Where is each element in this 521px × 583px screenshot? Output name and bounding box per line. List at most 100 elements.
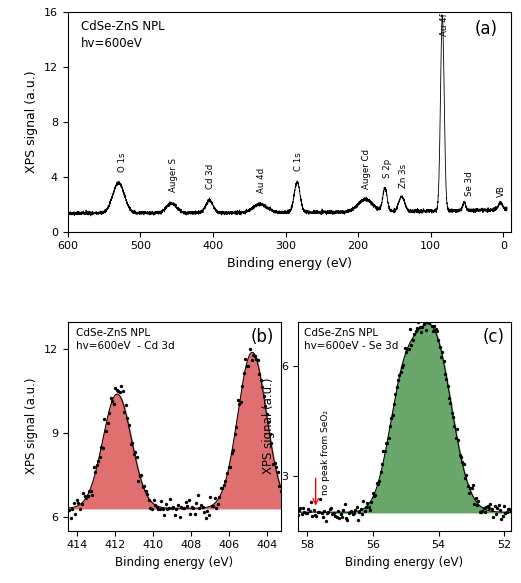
Point <box>171 510 179 519</box>
Point <box>102 426 110 436</box>
Point <box>323 508 331 517</box>
Point <box>266 430 274 439</box>
Point <box>210 494 219 503</box>
Point <box>330 508 338 518</box>
Point <box>99 443 107 452</box>
Point <box>113 385 121 395</box>
Point <box>243 361 251 370</box>
Point <box>367 497 376 507</box>
Point <box>368 489 377 498</box>
Point <box>199 503 207 512</box>
Point <box>184 496 193 505</box>
Point <box>415 322 424 331</box>
Point <box>111 384 119 393</box>
Point <box>379 446 388 455</box>
Point <box>203 507 212 516</box>
Point <box>346 507 354 517</box>
Point <box>421 311 429 320</box>
X-axis label: Binding energy (eV): Binding energy (eV) <box>227 257 352 270</box>
Point <box>308 511 317 521</box>
Point <box>460 459 468 469</box>
Point <box>91 468 100 477</box>
Point <box>157 497 165 506</box>
Point <box>362 503 370 512</box>
Point <box>457 452 465 462</box>
Point <box>305 506 314 515</box>
Point <box>429 326 437 335</box>
Text: (c): (c) <box>482 328 504 346</box>
Point <box>455 451 464 460</box>
Point <box>220 480 228 489</box>
Point <box>105 409 113 418</box>
Point <box>382 438 390 447</box>
Point <box>506 506 515 515</box>
Point <box>297 510 306 519</box>
Point <box>151 500 159 510</box>
Point <box>103 418 111 427</box>
Point <box>467 483 476 493</box>
Point <box>163 504 171 514</box>
Point <box>402 347 411 356</box>
Point <box>207 501 216 511</box>
Point <box>394 375 402 385</box>
Point <box>300 507 308 517</box>
Point <box>192 498 201 508</box>
Point <box>154 504 162 514</box>
Point <box>321 517 330 526</box>
Point <box>140 481 148 490</box>
Point <box>450 422 458 431</box>
Point <box>246 345 254 354</box>
Point <box>269 459 277 468</box>
Point <box>393 382 401 392</box>
Point <box>504 504 512 514</box>
Y-axis label: XPS signal (a.u.): XPS signal (a.u.) <box>263 378 276 475</box>
Point <box>186 509 194 518</box>
Point <box>150 495 158 504</box>
Point <box>443 381 452 391</box>
Point <box>494 500 503 510</box>
Point <box>155 504 164 513</box>
Point <box>505 504 513 514</box>
Point <box>307 497 315 507</box>
Point <box>122 400 130 409</box>
Point <box>303 508 311 518</box>
Point <box>354 515 362 524</box>
Text: Auger S: Auger S <box>169 158 178 192</box>
Text: (a): (a) <box>474 20 497 38</box>
Point <box>88 490 96 500</box>
Point <box>371 490 379 500</box>
Point <box>361 506 369 515</box>
Point <box>390 399 398 409</box>
Point <box>499 511 507 521</box>
Text: VB: VB <box>497 185 506 197</box>
Point <box>223 468 231 477</box>
Point <box>226 462 234 472</box>
Point <box>453 424 461 434</box>
Point <box>430 321 439 331</box>
Point <box>191 510 199 519</box>
Point <box>174 500 182 510</box>
Point <box>414 318 423 327</box>
Point <box>188 503 196 512</box>
Point <box>94 456 103 465</box>
Point <box>441 369 449 378</box>
Point <box>333 506 342 515</box>
Point <box>480 504 488 513</box>
Point <box>299 504 307 513</box>
Point <box>380 447 389 456</box>
Point <box>434 335 442 345</box>
Point <box>445 394 453 403</box>
Point <box>398 363 406 372</box>
Point <box>64 505 72 515</box>
Point <box>485 503 493 512</box>
Point <box>272 463 280 472</box>
Point <box>462 470 470 479</box>
Point <box>228 448 236 457</box>
Point <box>418 323 426 332</box>
Text: CdSe-ZnS NPL
hv=600eV - Se 3d: CdSe-ZnS NPL hv=600eV - Se 3d <box>304 328 399 351</box>
Point <box>331 511 339 520</box>
Point <box>490 501 499 510</box>
Point <box>295 505 303 515</box>
Point <box>293 510 302 519</box>
Point <box>181 498 190 507</box>
